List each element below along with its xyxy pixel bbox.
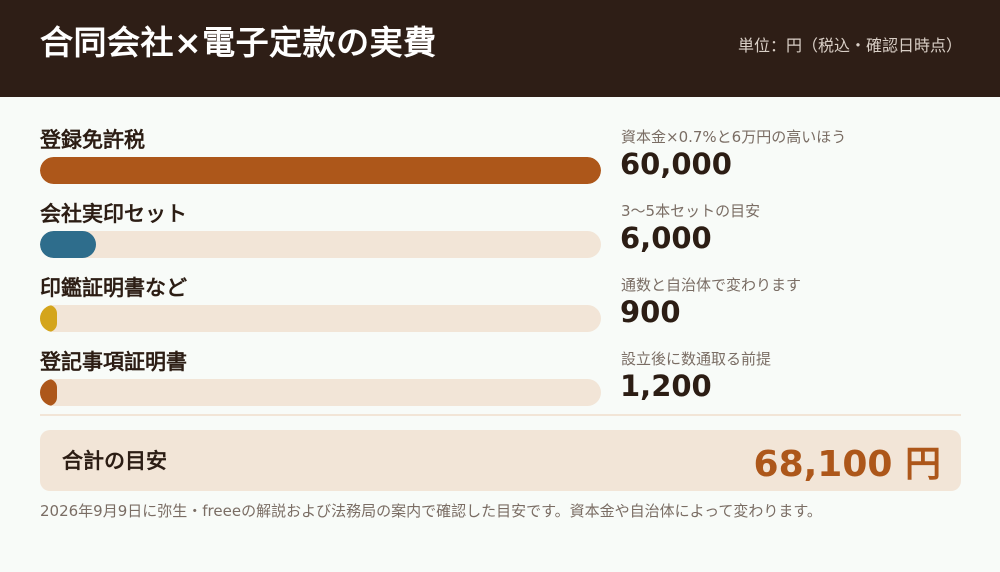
total-value: 68,100 円 [753, 444, 941, 485]
total-box: 合計の目安 68,100 円 [40, 430, 961, 491]
data-label: 6,000 [620, 221, 712, 255]
header-bar: 合同会社×電子定款の実費 単位：円（税込・確認日時点） [0, 0, 1000, 97]
bar [40, 231, 97, 258]
bar-note: 資本金×0.7%と6万円の高いほう [621, 128, 847, 146]
data-label: 60,000 [620, 147, 732, 181]
bar-track [40, 379, 601, 406]
category-label: 印鑑証明書など [40, 276, 187, 300]
category-label: 登記事項証明書 [40, 350, 187, 374]
bar-note: 3〜5本セットの目安 [621, 202, 761, 220]
page-title: 合同会社×電子定款の実費 [40, 23, 437, 62]
data-label: 900 [620, 295, 681, 329]
category-label: 登録免許税 [40, 128, 145, 152]
data-label: 1,200 [620, 369, 712, 403]
bar-row: 登記事項証明書 設立後に数通取る前提 1,200 [0, 346, 1000, 418]
bar-row: 会社実印セット 3〜5本セットの目安 6,000 [0, 198, 1000, 270]
category-label: 会社実印セット [40, 202, 187, 226]
bar-note: 通数と自治体で変わります [621, 276, 802, 294]
footnote: 2026年9月9日に弥生・freeeの解説および法務局の案内で確認した目安です。… [40, 502, 822, 520]
bar [40, 157, 601, 184]
total-label: 合計の目安 [62, 449, 167, 473]
divider [40, 414, 961, 416]
bar-track [40, 157, 601, 184]
unit-label: 単位：円（税込・確認日時点） [737, 36, 962, 55]
bar [40, 305, 57, 332]
bar-track [40, 305, 601, 332]
bar-note: 設立後に数通取る前提 [621, 350, 772, 368]
bar-row: 印鑑証明書など 通数と自治体で変わります 900 [0, 272, 1000, 344]
bar-row: 登録免許税 資本金×0.7%と6万円の高いほう 60,000 [0, 124, 1000, 196]
bar [40, 379, 57, 406]
bar-track [40, 231, 601, 258]
